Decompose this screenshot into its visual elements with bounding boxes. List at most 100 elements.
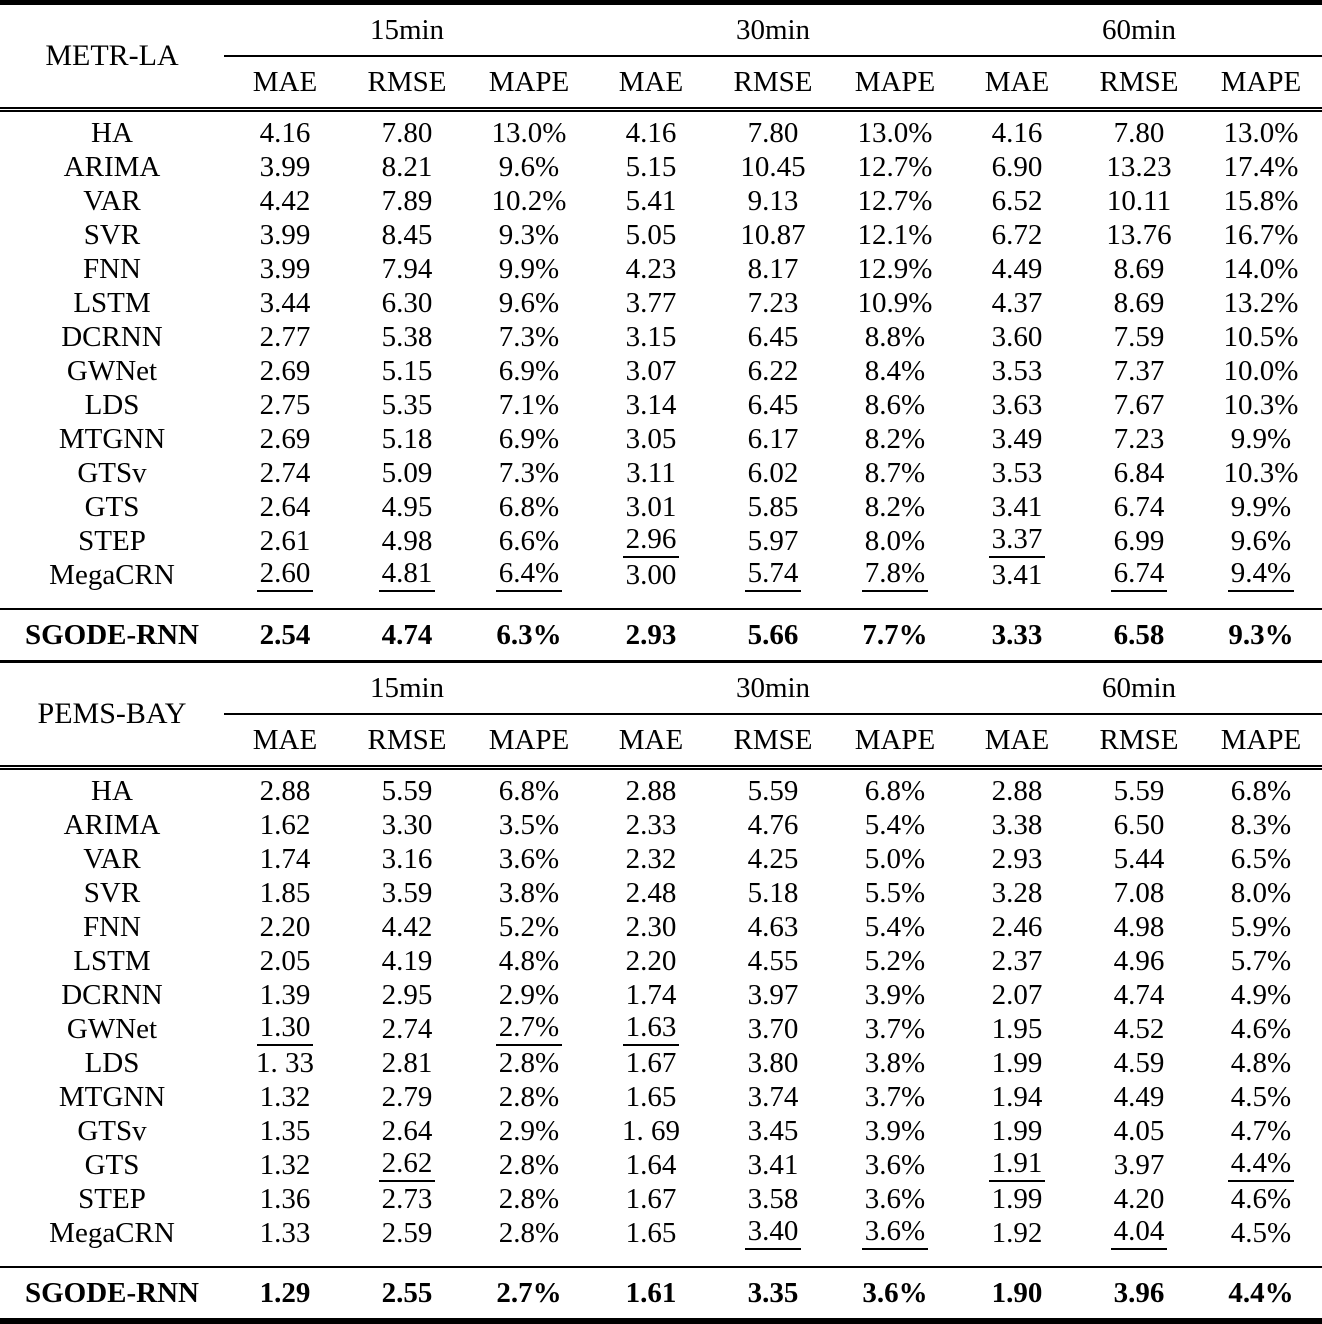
table-row-gts: GTS 1.32 2.62 2.8% 1.64 3.41 3.6% 1.91 3.97 4.4% xyxy=(0,1148,1322,1182)
table-row-mtgnn: MTGNN 2.69 5.18 6.9% 3.05 6.17 8.2% 3.49 7.23 9.9… xyxy=(0,422,1322,456)
metric-value: 5.5% xyxy=(864,876,926,909)
metric-value: 5.59 xyxy=(1113,774,1165,807)
underlined-metric-value: 2.96 xyxy=(622,524,680,558)
metric-value: 6.3% xyxy=(468,608,590,662)
metric-value: 6.72 xyxy=(991,218,1043,251)
metric-value-cell: 3.6% xyxy=(834,1216,956,1267)
metric-value: 10.87 xyxy=(740,218,806,251)
metric-value: 6.22 xyxy=(747,354,799,387)
metric-value: 2.8% xyxy=(498,1046,560,1079)
metric-value: 4.49 xyxy=(991,252,1043,285)
metric-value: 6.17 xyxy=(747,422,799,455)
metric-value: 2.8% xyxy=(498,1148,560,1181)
metric-value: 8.3% xyxy=(1230,808,1292,841)
metric-value: 3.97 xyxy=(747,978,799,1011)
table-row-fnn: FNN 3.99 7.94 9.9% 4.23 8.17 12.9% 4.49 8.69 14.0… xyxy=(0,252,1322,286)
table-row-gtsv: GTSv 2.74 5.09 7.3% 3.11 6.02 8.7% 3.53 6.84 10.3… xyxy=(0,456,1322,490)
metric-value: 6.45 xyxy=(747,388,799,421)
metric-value: 6.6% xyxy=(498,524,560,557)
metric-header: MAPE xyxy=(1200,56,1322,112)
metric-value: 10.2% xyxy=(491,184,567,217)
metric-value: 3.14 xyxy=(625,388,677,421)
metric-value: 2.61 xyxy=(259,524,311,557)
metric-value: 3.60 xyxy=(991,320,1043,353)
metric-value: 7.80 xyxy=(1113,116,1165,149)
metric-value: 15.8% xyxy=(1223,184,1299,217)
metric-value: 2.30 xyxy=(625,910,677,943)
metric-header-row: MAE RMSE MAPE MAE RMSE MAPE MAE RMSE MAPE xyxy=(0,56,1322,112)
metric-value: 7.7% xyxy=(834,608,956,662)
metric-value-cell: 1.63 xyxy=(590,1012,712,1046)
metric-value: 4.25 xyxy=(747,842,799,875)
metric-value: 2.20 xyxy=(625,944,677,977)
underlined-metric-value: 1.30 xyxy=(256,1012,314,1046)
underlined-metric-value: 7.8% xyxy=(861,558,929,592)
metric-value: 1.33 xyxy=(259,1216,311,1249)
metric-value: 9.9% xyxy=(498,252,560,285)
metric-value: 5.59 xyxy=(381,774,433,807)
metric-value: 13.23 xyxy=(1106,150,1172,183)
metric-value: 2.9% xyxy=(498,978,560,1011)
table-row-step: STEP 1.36 2.73 2.8% 1.67 3.58 3.6% 1.99 4.20 4.6% xyxy=(0,1182,1322,1216)
metric-value: 10.11 xyxy=(1106,184,1172,217)
metric-value: 4.98 xyxy=(381,524,433,557)
metric-value: 7.1% xyxy=(498,388,560,421)
underlined-metric-value: 4.4% xyxy=(1227,1148,1295,1182)
metric-value: 2.8% xyxy=(498,1216,560,1249)
metric-value: 1.92 xyxy=(991,1216,1043,1249)
underlined-metric-value: 2.7% xyxy=(495,1012,563,1046)
metric-value: 4.20 xyxy=(1113,1182,1165,1215)
table-row-megacrn: MegaCRN 1.33 2.59 2.8% 1.65 3.40 3.6% 1.92 4.04 4… xyxy=(0,1216,1322,1267)
metric-value: 6.5% xyxy=(1230,842,1292,875)
metric-value: 2.59 xyxy=(381,1216,433,1249)
metric-value: 2.74 xyxy=(259,456,311,489)
metric-value: 3.99 xyxy=(259,150,311,183)
metric-value: 4.6% xyxy=(1230,1012,1292,1045)
metric-header: MAPE xyxy=(468,56,590,112)
metric-value: 9.6% xyxy=(498,286,560,319)
underlined-metric-value: 6.74 xyxy=(1110,558,1168,592)
metric-value: 7.94 xyxy=(381,252,433,285)
metric-value: 6.74 xyxy=(1113,490,1165,523)
underlined-metric-value: 4.04 xyxy=(1110,1216,1168,1250)
metric-value: 3.41 xyxy=(991,490,1043,523)
results-table-metr-la: METR-LA 15min 30min 60min MAE RMSE MAPE MAE RMSE… xyxy=(0,5,1322,663)
model-name: SVR xyxy=(83,876,141,909)
metric-value: 1.74 xyxy=(259,842,311,875)
metric-value: 4.49 xyxy=(1113,1080,1165,1113)
metric-value: 4.96 xyxy=(1113,944,1165,977)
model-name: ARIMA xyxy=(63,150,161,183)
model-name: MegaCRN xyxy=(49,1216,175,1249)
model-name: MTGNN xyxy=(58,1080,166,1113)
metric-value: 9.9% xyxy=(1230,422,1292,455)
metric-value: 4.19 xyxy=(381,944,433,977)
metric-value: 2.9% xyxy=(498,1114,560,1147)
metric-value-cell: 3.40 xyxy=(712,1216,834,1267)
table-row-svr: SVR 3.99 8.45 9.3% 5.05 10.87 12.1% 6.72 13.76 16… xyxy=(0,218,1322,252)
metric-value: 7.3% xyxy=(498,320,560,353)
model-name: VAR xyxy=(83,184,141,217)
metric-value: 6.9% xyxy=(498,422,560,455)
metric-value: 3.70 xyxy=(747,1012,799,1045)
metric-value: 2.20 xyxy=(259,910,311,943)
metric-value: 2.8% xyxy=(498,1182,560,1215)
metric-value: 3.6% xyxy=(864,1148,926,1181)
metric-value: 6.8% xyxy=(1230,774,1292,807)
metric-value: 4.23 xyxy=(625,252,677,285)
model-name: DCRNN xyxy=(61,978,163,1011)
horizon-header: 15min xyxy=(224,5,590,57)
metric-value: 3.15 xyxy=(625,320,677,353)
metric-value: 5.0% xyxy=(864,842,926,875)
metric-value: 3.53 xyxy=(991,456,1043,489)
model-name: GTS xyxy=(84,1148,140,1181)
metric-value: 5.4% xyxy=(864,910,926,943)
metric-value: 5.66 xyxy=(712,608,834,662)
metric-value: 8.21 xyxy=(381,150,433,183)
metric-value: 2.32 xyxy=(625,842,677,875)
table-row-megacrn: MegaCRN 2.60 4.81 6.4% 3.00 5.74 7.8% 3.41 6.74 9… xyxy=(0,558,1322,609)
metric-value: 3.11 xyxy=(626,456,676,489)
metric-value: 5.2% xyxy=(498,910,560,943)
metric-value: 9.6% xyxy=(498,150,560,183)
metric-value: 4.42 xyxy=(381,910,433,943)
model-name: HA xyxy=(91,774,133,807)
